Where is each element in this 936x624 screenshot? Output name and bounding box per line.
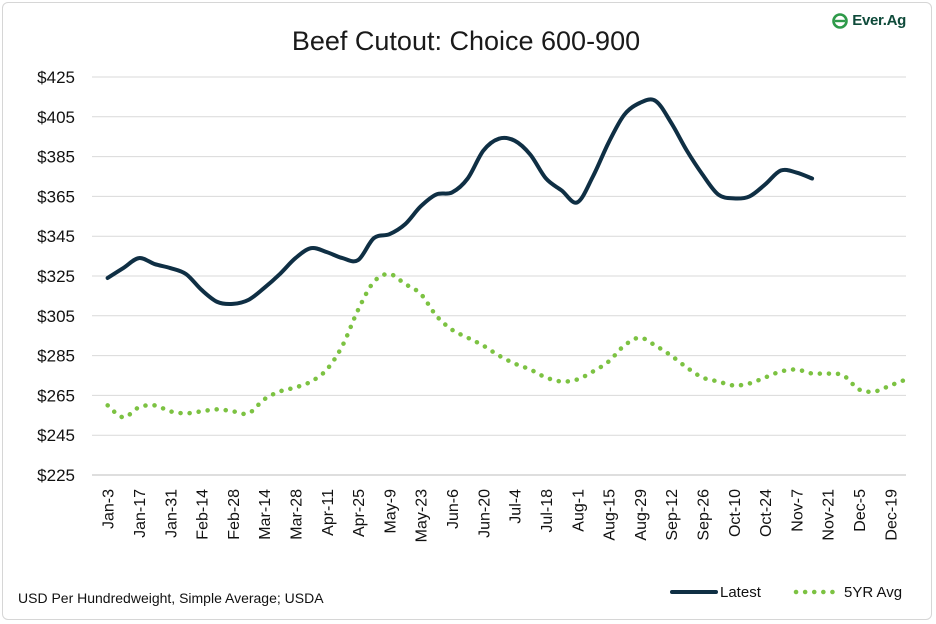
- y-tick-label: $285: [37, 347, 75, 366]
- x-tick-label: Aug-15: [602, 489, 619, 541]
- x-tick-label: Aug-1: [570, 489, 587, 532]
- y-tick-label: $365: [37, 187, 75, 206]
- y-tick-label: $385: [37, 148, 75, 167]
- y-tick-label: $245: [37, 426, 75, 445]
- brand-logo: Ever.Ag: [832, 12, 906, 29]
- x-tick-label: Jan-17: [132, 489, 149, 538]
- series-line-latest: [105, 97, 815, 307]
- x-tick-label: Oct-24: [758, 489, 775, 537]
- legend: Latest 5YR Avg: [670, 584, 902, 601]
- x-tick-label: Jan-31: [163, 489, 180, 538]
- x-tick-label: Dec-19: [883, 489, 900, 541]
- x-tick-label: Mar-28: [289, 489, 306, 540]
- y-tick-label: $405: [37, 108, 75, 127]
- x-tick-label: Dec-5: [852, 489, 869, 532]
- x-tick-label: Feb-14: [195, 489, 212, 540]
- x-tick-label: Jan-3: [101, 489, 118, 529]
- series-line-5yr-avg: [105, 271, 909, 420]
- x-tick-label: Aug-29: [633, 489, 650, 541]
- x-tick-label: Sep-26: [696, 489, 713, 541]
- y-tick-label: $305: [37, 307, 75, 326]
- x-tick-label: Apr-25: [351, 489, 368, 537]
- y-axis-ticks: $225 $245 $265 $285 $305 $325 $345 $365 $385 $405…: [37, 68, 75, 485]
- y-tick-label: $425: [37, 68, 75, 87]
- series-layer: [105, 97, 909, 420]
- x-tick-label: Jun-6: [445, 489, 462, 529]
- x-tick-label: Feb-28: [226, 489, 243, 540]
- y-tick-label: $225: [37, 466, 75, 485]
- brand-name: Ever.Ag: [852, 12, 906, 29]
- legend-label: 5YR Avg: [844, 584, 902, 601]
- x-tick-label: Jul-18: [539, 489, 556, 533]
- x-tick-label: Mar-14: [257, 489, 274, 540]
- brand-mark-icon: [832, 12, 849, 29]
- legend-label: Latest: [720, 584, 762, 601]
- chart-title: Beef Cutout: Choice 600-900: [292, 26, 640, 56]
- x-tick-label: Apr-11: [320, 489, 337, 536]
- x-tick-label: Sep-12: [664, 489, 681, 541]
- grid-lines: [92, 76, 906, 436]
- y-tick-label: $325: [37, 267, 75, 286]
- x-tick-label: May-9: [382, 489, 399, 534]
- x-tick-label: Oct-10: [727, 489, 744, 537]
- source-note: USD Per Hundredweight, Simple Average; U…: [18, 590, 324, 606]
- x-tick-label: Nov-7: [789, 489, 806, 532]
- x-axis-ticks: Jan-3 Jan-17 Jan-31 Feb-14 Feb-28 Mar-14 Mar-2…: [101, 489, 901, 542]
- y-tick-label: $345: [37, 227, 75, 246]
- x-tick-label: Nov-21: [821, 489, 838, 541]
- x-tick-label: Jun-20: [476, 489, 493, 538]
- y-tick-label: $265: [37, 386, 75, 405]
- x-tick-label: May-23: [414, 489, 431, 542]
- x-tick-label: Jul-4: [508, 489, 525, 524]
